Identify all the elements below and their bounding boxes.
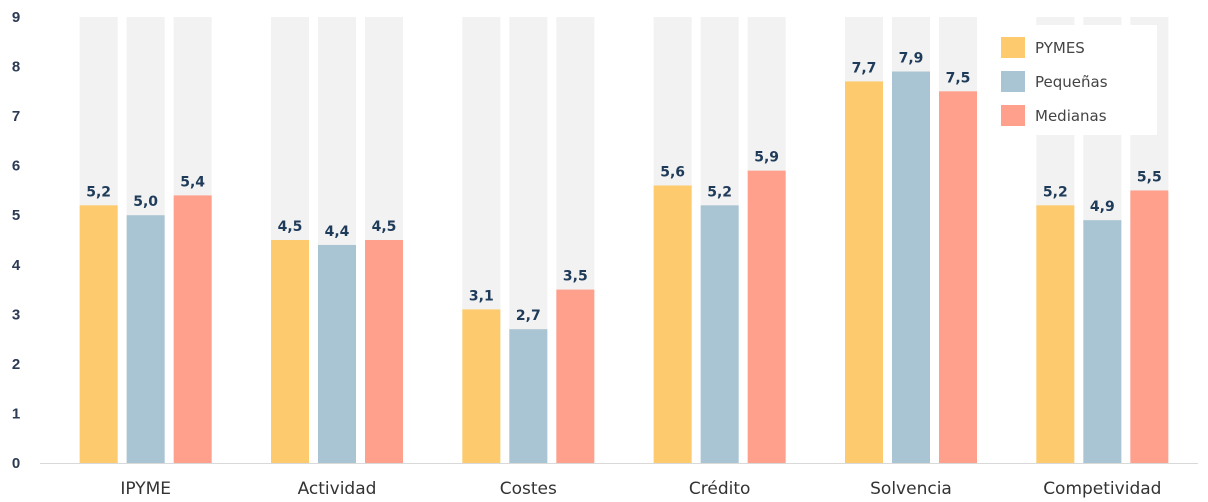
data-bars <box>79 71 1169 464</box>
legend-swatch <box>1001 37 1025 58</box>
data-label: 4,5 <box>278 219 303 235</box>
x-tick-label: Crédito <box>689 479 751 499</box>
x-tick-label: IPYME <box>120 479 171 499</box>
legend: PYMES Pequeñas Medianas <box>985 25 1157 135</box>
data-label: 5,2 <box>1043 184 1068 200</box>
bar <box>1130 190 1169 463</box>
bar <box>126 215 165 463</box>
x-tick-label: Solvencia <box>870 479 952 499</box>
bar <box>747 170 786 463</box>
bar <box>79 205 118 464</box>
data-label: 7,7 <box>852 60 877 76</box>
bar <box>365 240 403 463</box>
bar <box>556 289 595 463</box>
data-label: 4,5 <box>372 219 397 235</box>
data-label: 2,7 <box>516 308 541 324</box>
bar <box>845 81 883 463</box>
data-label: 4,4 <box>325 224 350 240</box>
data-label: 5,6 <box>660 164 685 180</box>
bar <box>1036 205 1075 464</box>
y-tick-label: 9 <box>12 9 20 26</box>
y-tick-label: 7 <box>12 108 20 125</box>
data-label: 5,2 <box>707 184 732 200</box>
legend-swatch <box>1001 71 1025 92</box>
y-axis-ticks: 0 1 2 3 4 5 6 7 8 9 <box>12 9 21 472</box>
bar <box>892 71 930 463</box>
y-tick-label: 6 <box>12 158 20 175</box>
bar <box>700 205 739 464</box>
y-tick-label: 1 <box>12 405 20 422</box>
legend-label: PYMES <box>1035 39 1085 57</box>
data-label: 5,9 <box>754 150 779 166</box>
bar <box>318 244 356 463</box>
data-labels: 5,2 5,0 5,4 4,5 4,4 4,5 3,1 2,7 3,5 5,6 5,2 5,9 7,7 7… <box>86 51 1161 325</box>
legend-label: Medianas <box>1035 107 1107 125</box>
bar <box>653 185 692 463</box>
data-label: 3,1 <box>469 288 494 304</box>
x-axis-ticks: IPYME Actividad Costes Crédito Solvencia Comp… <box>120 479 1161 499</box>
y-tick-label: 5 <box>12 207 20 224</box>
data-label: 7,9 <box>899 51 924 67</box>
data-label: 5,0 <box>133 194 158 210</box>
y-tick-label: 3 <box>12 306 20 323</box>
data-label: 5,2 <box>86 184 111 200</box>
y-tick-label: 0 <box>12 455 20 472</box>
bar <box>509 329 548 463</box>
legend-swatch <box>1001 105 1025 126</box>
y-tick-label: 8 <box>12 59 20 76</box>
x-tick-label: Costes <box>500 479 557 499</box>
bar <box>173 195 212 463</box>
data-label: 5,5 <box>1137 169 1162 185</box>
y-tick-label: 4 <box>12 257 21 274</box>
data-label: 7,5 <box>946 70 971 86</box>
bar <box>462 309 501 463</box>
data-label: 5,4 <box>180 174 205 190</box>
bar <box>1083 220 1122 463</box>
data-label: 3,5 <box>563 269 588 285</box>
bar <box>271 240 309 463</box>
y-tick-label: 2 <box>12 356 20 373</box>
x-tick-label: Actividad <box>298 479 377 499</box>
bar <box>939 91 977 463</box>
x-tick-label: Competividad <box>1043 479 1161 499</box>
legend-label: Pequeñas <box>1035 73 1108 91</box>
data-label: 4,9 <box>1090 199 1115 215</box>
